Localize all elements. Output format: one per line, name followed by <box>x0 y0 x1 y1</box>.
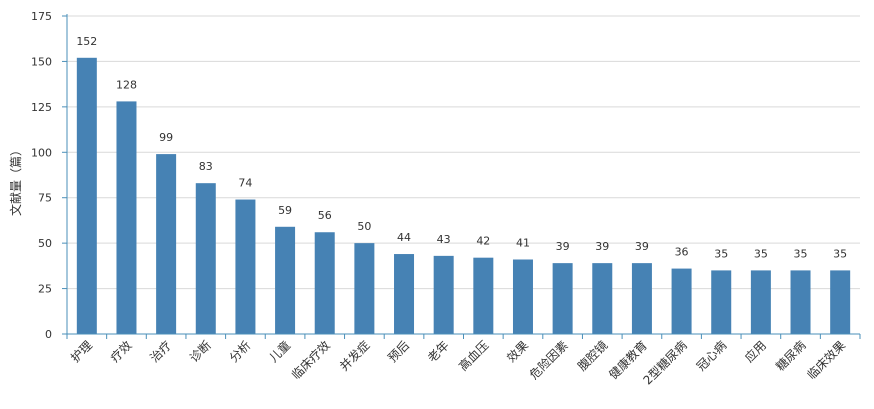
x-tick-label: 效果 <box>504 338 532 366</box>
bar-value-label: 39 <box>635 240 649 253</box>
bar-value-label: 35 <box>754 247 768 260</box>
y-tick-label: 125 <box>31 101 52 114</box>
bar-value-label: 35 <box>833 247 847 260</box>
bar-value-label: 39 <box>595 240 609 253</box>
y-tick-label: 100 <box>31 146 52 159</box>
bar-value-label: 56 <box>318 209 332 222</box>
bar-value-label: 59 <box>278 204 292 217</box>
bar-value-label: 36 <box>675 246 689 259</box>
bar <box>156 154 177 334</box>
bar <box>473 257 494 334</box>
bar <box>552 263 573 334</box>
x-tick-label: 老年 <box>425 338 452 365</box>
bar <box>235 199 256 334</box>
y-tick-label: 25 <box>38 283 52 296</box>
y-axis-title: 文献量（篇） <box>8 144 23 216</box>
x-tick-label: 儿童 <box>266 338 294 366</box>
bar <box>512 259 533 334</box>
bar <box>394 254 415 334</box>
bar <box>631 263 652 334</box>
bar <box>116 101 137 334</box>
bar <box>314 232 335 334</box>
x-tick-label: 应用 <box>741 338 769 366</box>
x-tick-label: 腹腔镜 <box>574 338 610 374</box>
bar <box>76 57 97 335</box>
x-tick-label: 并发症 <box>336 338 372 374</box>
x-tick-label: 预后 <box>385 338 412 365</box>
x-tick-label: 临床疗效 <box>288 338 333 383</box>
bar-value-label: 39 <box>556 240 570 253</box>
bar <box>195 183 216 334</box>
bar <box>830 270 851 334</box>
bar-value-label: 42 <box>476 235 490 248</box>
x-tick-label: 2型糖尿病 <box>640 338 690 388</box>
bar-value-label: 99 <box>159 131 173 144</box>
y-tick-label: 150 <box>31 55 52 68</box>
y-tick-label: 175 <box>31 10 52 23</box>
y-tick-label: 0 <box>45 328 52 341</box>
bar <box>790 270 811 334</box>
x-tick-label: 分析 <box>227 338 254 365</box>
bar-value-label: 74 <box>238 177 252 190</box>
data-labels: 152 128 99 83 74 59 56 50 44 43 42 41 39 39 39 36 35 35 35… <box>76 35 847 261</box>
bars <box>76 57 851 335</box>
bar-value-label: 128 <box>116 78 137 91</box>
x-tick-label: 高血压 <box>455 338 491 374</box>
x-tick-label: 治疗 <box>147 338 174 365</box>
gridlines <box>67 15 860 290</box>
bar <box>592 263 613 334</box>
bar <box>671 268 692 334</box>
x-tick-label: 疗效 <box>107 338 135 366</box>
x-tick-label: 临床效果 <box>804 338 849 383</box>
bar <box>275 226 296 334</box>
y-tick-label: 50 <box>38 237 52 250</box>
x-tick-label: 糖尿病 <box>773 338 809 374</box>
bar-value-label: 43 <box>437 233 451 246</box>
bar-value-label: 35 <box>714 247 728 260</box>
x-tick-label: 危险因素 <box>526 338 571 383</box>
bar-value-label: 35 <box>794 247 808 260</box>
bar-value-label: 50 <box>357 220 371 233</box>
bar <box>433 255 454 334</box>
bar <box>711 270 732 334</box>
x-tick-label: 诊断 <box>186 338 214 366</box>
bar-value-label: 152 <box>76 35 97 48</box>
y-tick-label: 75 <box>38 192 52 205</box>
bar <box>750 270 771 334</box>
x-tick-label: 护理 <box>68 338 95 365</box>
bar <box>354 243 375 334</box>
bar-value-label: 41 <box>516 236 530 249</box>
bar-value-label: 83 <box>199 160 213 173</box>
x-tick-label: 冠心病 <box>693 338 729 374</box>
bar-value-label: 44 <box>397 231 411 244</box>
